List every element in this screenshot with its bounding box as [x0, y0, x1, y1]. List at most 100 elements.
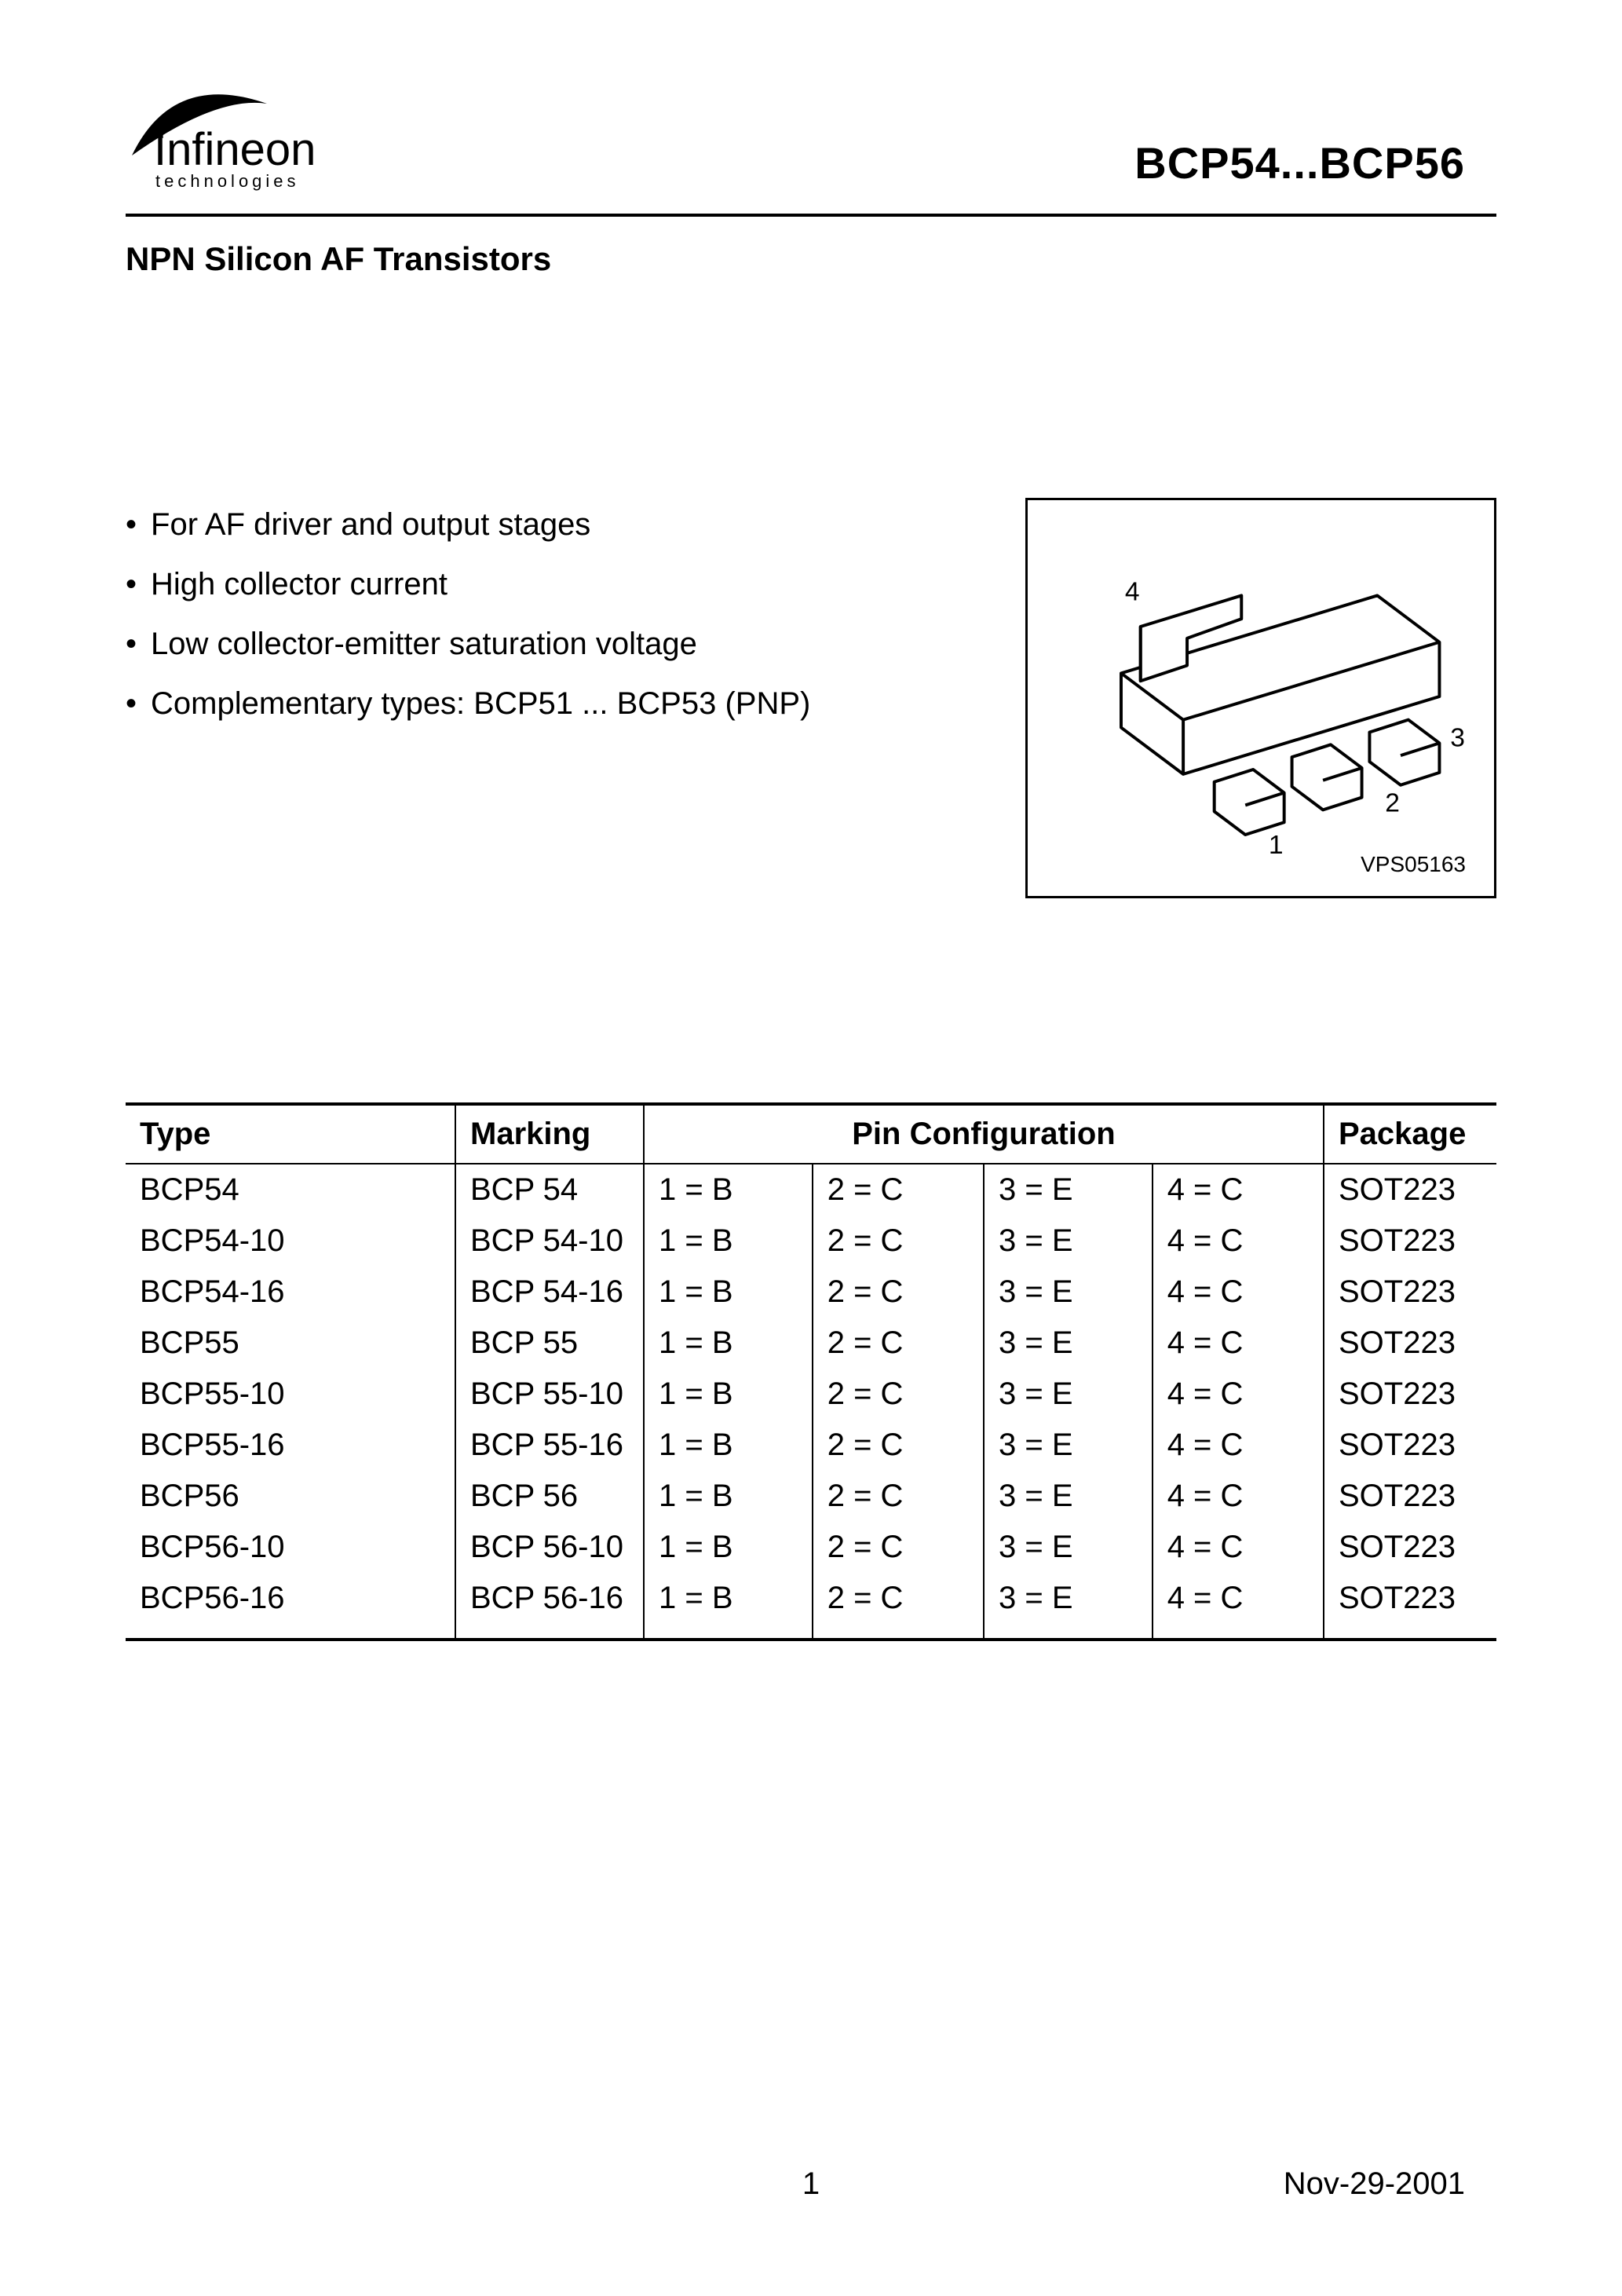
type-marking-table: Type Marking Pin Configuration Package B…	[126, 1102, 1496, 1641]
feature-list: For AF driver and output stages High col…	[126, 498, 810, 737]
cell-marking: BCP 54-10	[455, 1216, 644, 1267]
cell-pin: 4 = C	[1153, 1318, 1324, 1369]
feature-item: For AF driver and output stages	[126, 498, 810, 551]
company-logo: Infineon technologies	[126, 86, 345, 204]
part-number-title: BCP54...BCP56	[1134, 137, 1496, 204]
cell-pin: 1 = B	[644, 1164, 813, 1216]
cell-pin: 3 = E	[984, 1573, 1153, 1640]
cell-type: BCP54-10	[126, 1216, 455, 1267]
cell-type: BCP55-16	[126, 1420, 455, 1471]
cell-pin: 3 = E	[984, 1164, 1153, 1216]
cell-package: SOT223	[1324, 1267, 1496, 1318]
th-marking: Marking	[455, 1104, 644, 1164]
cell-package: SOT223	[1324, 1369, 1496, 1420]
infineon-logo-icon: Infineon technologies	[126, 86, 345, 204]
cell-marking: BCP 55-16	[455, 1420, 644, 1471]
th-pinconf: Pin Configuration	[644, 1104, 1324, 1164]
pin-label-4: 4	[1125, 577, 1140, 606]
cell-pin: 2 = C	[813, 1267, 984, 1318]
page-header: Infineon technologies BCP54...BCP56	[126, 86, 1496, 217]
cell-pin: 1 = B	[644, 1522, 813, 1573]
cell-pin: 4 = C	[1153, 1420, 1324, 1471]
table-row: BCP55-16BCP 55-161 = B2 = C3 = E4 = CSOT…	[126, 1420, 1496, 1471]
cell-pin: 1 = B	[644, 1267, 813, 1318]
pin-label-2: 2	[1385, 788, 1400, 817]
cell-type: BCP54	[126, 1164, 455, 1216]
table-row: BCP54BCP 541 = B2 = C3 = E4 = CSOT223	[126, 1164, 1496, 1216]
cell-marking: BCP 56-16	[455, 1573, 644, 1640]
cell-type: BCP56	[126, 1471, 455, 1522]
table-body: BCP54BCP 541 = B2 = C3 = E4 = CSOT223BCP…	[126, 1164, 1496, 1640]
cell-pin: 1 = B	[644, 1471, 813, 1522]
cell-pin: 2 = C	[813, 1318, 984, 1369]
cell-pin: 3 = E	[984, 1318, 1153, 1369]
cell-pin: 4 = C	[1153, 1522, 1324, 1573]
cell-type: BCP55	[126, 1318, 455, 1369]
cell-pin: 3 = E	[984, 1420, 1153, 1471]
cell-pin: 3 = E	[984, 1267, 1153, 1318]
cell-marking: BCP 54-16	[455, 1267, 644, 1318]
cell-pin: 1 = B	[644, 1318, 813, 1369]
diagram-ref-label: VPS05163	[1361, 852, 1466, 877]
cell-pin: 3 = E	[984, 1522, 1153, 1573]
cell-pin: 4 = C	[1153, 1267, 1324, 1318]
cell-pin: 2 = C	[813, 1573, 984, 1640]
cell-pin: 1 = B	[644, 1216, 813, 1267]
th-type: Type	[126, 1104, 455, 1164]
feature-item: Low collector-emitter saturation voltage	[126, 617, 810, 671]
cell-pin: 4 = C	[1153, 1573, 1324, 1640]
cell-pin: 3 = E	[984, 1471, 1153, 1522]
table-row: BCP56BCP 561 = B2 = C3 = E4 = CSOT223	[126, 1471, 1496, 1522]
cell-marking: BCP 56-10	[455, 1522, 644, 1573]
cell-marking: BCP 55-10	[455, 1369, 644, 1420]
page-footer: 1 Nov-29-2001	[126, 2166, 1496, 2202]
footer-date: Nov-29-2001	[1284, 2166, 1465, 2202]
cell-pin: 1 = B	[644, 1369, 813, 1420]
cell-package: SOT223	[1324, 1164, 1496, 1216]
cell-pin: 3 = E	[984, 1369, 1153, 1420]
table-header-row: Type Marking Pin Configuration Package	[126, 1104, 1496, 1164]
cell-package: SOT223	[1324, 1420, 1496, 1471]
cell-pin: 3 = E	[984, 1216, 1153, 1267]
cell-pin: 4 = C	[1153, 1216, 1324, 1267]
cell-package: SOT223	[1324, 1216, 1496, 1267]
page-subtitle: NPN Silicon AF Transistors	[126, 240, 1496, 278]
th-package: Package	[1324, 1104, 1496, 1164]
cell-package: SOT223	[1324, 1522, 1496, 1573]
table-row: BCP54-10BCP 54-101 = B2 = C3 = E4 = CSOT…	[126, 1216, 1496, 1267]
cell-pin: 4 = C	[1153, 1164, 1324, 1216]
cell-pin: 2 = C	[813, 1164, 984, 1216]
logo-tagline-text: technologies	[155, 171, 300, 191]
table-row: BCP55-10BCP 55-101 = B2 = C3 = E4 = CSOT…	[126, 1369, 1496, 1420]
cell-pin: 2 = C	[813, 1369, 984, 1420]
features-row: For AF driver and output stages High col…	[126, 498, 1496, 898]
table-row: BCP54-16BCP 54-161 = B2 = C3 = E4 = CSOT…	[126, 1267, 1496, 1318]
logo-company-text: Infineon	[154, 124, 316, 175]
cell-type: BCP55-10	[126, 1369, 455, 1420]
feature-item: Complementary types: BCP51 ... BCP53 (PN…	[126, 677, 810, 730]
datasheet-page: Infineon technologies BCP54...BCP56 NPN …	[0, 0, 1622, 2296]
page-number: 1	[802, 2166, 820, 2202]
sot223-package-icon: 4 3 2 1	[1051, 532, 1470, 861]
cell-package: SOT223	[1324, 1471, 1496, 1522]
pin-label-1: 1	[1269, 831, 1284, 860]
cell-package: SOT223	[1324, 1318, 1496, 1369]
cell-pin: 2 = C	[813, 1216, 984, 1267]
cell-marking: BCP 54	[455, 1164, 644, 1216]
package-outline-box: 4 3 2 1 VPS05163	[1025, 498, 1496, 898]
cell-pin: 2 = C	[813, 1471, 984, 1522]
cell-pin: 1 = B	[644, 1420, 813, 1471]
cell-type: BCP54-16	[126, 1267, 455, 1318]
cell-pin: 2 = C	[813, 1420, 984, 1471]
cell-pin: 2 = C	[813, 1522, 984, 1573]
pin-label-3: 3	[1450, 723, 1465, 752]
cell-type: BCP56-10	[126, 1522, 455, 1573]
cell-pin: 1 = B	[644, 1573, 813, 1640]
cell-marking: BCP 55	[455, 1318, 644, 1369]
table-row: BCP56-16BCP 56-161 = B2 = C3 = E4 = CSOT…	[126, 1573, 1496, 1640]
cell-pin: 4 = C	[1153, 1471, 1324, 1522]
feature-item: High collector current	[126, 558, 810, 611]
cell-pin: 4 = C	[1153, 1369, 1324, 1420]
table-row: BCP56-10BCP 56-101 = B2 = C3 = E4 = CSOT…	[126, 1522, 1496, 1573]
cell-type: BCP56-16	[126, 1573, 455, 1640]
